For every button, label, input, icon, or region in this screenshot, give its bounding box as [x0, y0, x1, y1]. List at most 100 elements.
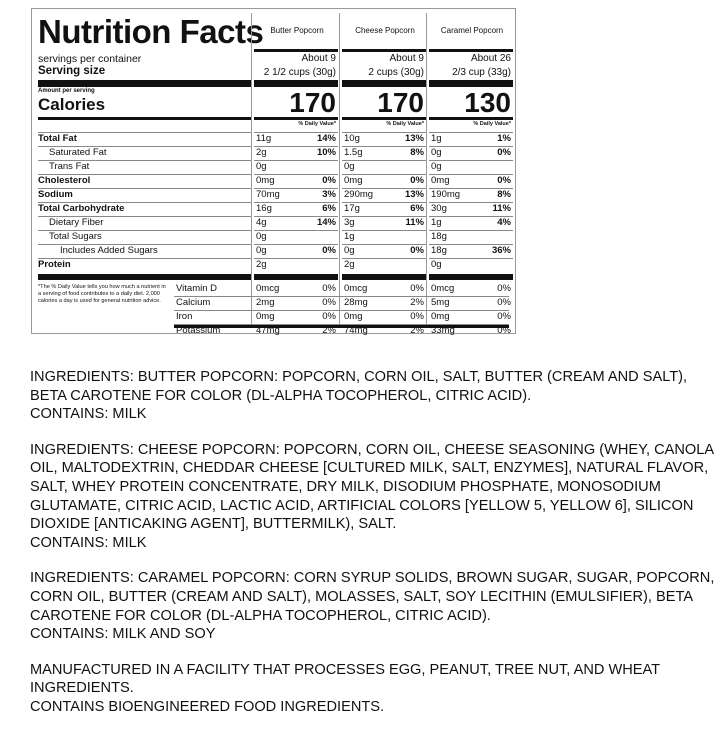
- nutrient-dv: 10%: [316, 147, 336, 158]
- nutrient-dv: 36%: [491, 245, 511, 256]
- nutrient-dv: 1%: [497, 133, 511, 144]
- ingredients-paragraph: INGREDIENTS: CHEESE POPCORN: POPCORN, CO…: [30, 441, 720, 553]
- ingredients-line: CONTAINS: MILK: [30, 406, 147, 423]
- vitamin-name: Calcium: [176, 297, 211, 308]
- nutrient-name: Protein: [38, 259, 71, 270]
- vitamin-dv: 2%: [322, 325, 336, 336]
- vitamin-amount: 0mg: [431, 311, 450, 322]
- nutrient-dv: 14%: [316, 217, 336, 228]
- nutrient-name: Includes Added Sugars: [60, 245, 158, 256]
- vitamin-dv: 0%: [322, 297, 336, 308]
- calories-label: Calories: [38, 95, 106, 114]
- nutrient-amount: 0g: [344, 245, 355, 256]
- ingredients-line: CONTAINS BIOENGINEERED FOOD INGREDIENTS.: [30, 698, 385, 715]
- nutrient-dv: 13%: [404, 133, 424, 144]
- daily-value-header: % Daily Value*: [298, 121, 336, 127]
- vitamin-amount: 74mg: [344, 325, 368, 336]
- nutrient-amount: 2g: [256, 259, 267, 270]
- calories-value: 170: [289, 87, 336, 118]
- vitamin-amount: 28mg: [344, 297, 368, 308]
- nutrient-amount: 0g: [256, 161, 267, 172]
- nutrient-amount: 18g: [431, 231, 447, 242]
- ingredients-line: MANUFACTURED IN A FACILITY THAT PROCESSE…: [30, 661, 660, 697]
- nutrient-dv: 8%: [410, 147, 424, 158]
- nutrient-amount: 1g: [431, 217, 442, 228]
- nutrient-amount: 1g: [344, 231, 355, 242]
- nutrient-dv: 6%: [322, 203, 336, 214]
- nutrient-dv: 11%: [405, 217, 425, 228]
- daily-value-header: % Daily Value*: [473, 121, 511, 127]
- nutrient-amount: 3g: [344, 217, 355, 228]
- nutrient-amount: 0g: [256, 231, 267, 242]
- nutrient-amount: 0mg: [256, 175, 275, 186]
- nutrient-amount: 0g: [431, 147, 442, 158]
- nutrient-amount: 0mg: [344, 175, 363, 186]
- servings-value: About 26: [470, 53, 511, 64]
- nutrient-dv: 3%: [322, 189, 336, 200]
- ingredients-line: INGREDIENTS: CARAMEL POPCORN: CORN SYRUP…: [30, 570, 715, 624]
- nutrient-dv: 0%: [322, 175, 336, 186]
- nutrition-facts-label: Nutrition Facts servings per container S…: [31, 8, 516, 336]
- nutrient-amount: 10g: [344, 133, 360, 144]
- vitamin-name: Iron: [176, 311, 193, 322]
- vitamin-amount: 0mg: [344, 311, 363, 322]
- servings-value: About 9: [389, 53, 424, 64]
- nutrient-name: Dietary Fiber: [49, 217, 104, 228]
- serving-size-value: 2 cups (30g): [368, 67, 424, 78]
- vitamin-name: Potassium: [176, 325, 221, 336]
- vitamin-amount: 47mg: [256, 325, 280, 336]
- nutrient-dv: 0%: [410, 245, 424, 256]
- nutrient-amount: 16g: [256, 203, 272, 214]
- nutrient-amount: 70mg: [256, 189, 280, 200]
- nutrient-dv: 14%: [316, 133, 336, 144]
- nutrient-name: Trans Fat: [49, 161, 90, 172]
- nutrient-amount: 290mg: [344, 189, 374, 200]
- nutrient-amount: 18g: [431, 245, 447, 256]
- nutrient-name: Total Sugars: [49, 231, 102, 242]
- nutrient-dv: 11%: [492, 203, 512, 214]
- vitamin-dv: 0%: [497, 283, 511, 294]
- ingredients-line: INGREDIENTS: CHEESE POPCORN: POPCORN, CO…: [30, 441, 714, 533]
- nutrient-dv: 0%: [497, 147, 511, 158]
- nutrient-amount: 30g: [431, 203, 447, 214]
- daily-value-header: % Daily Value*: [386, 121, 424, 127]
- vitamin-amount: 0mcg: [344, 283, 368, 294]
- nutrient-amount: 0g: [431, 259, 442, 270]
- serving-size-value: 2 1/2 cups (30g): [263, 67, 336, 78]
- ingredients-line: INGREDIENTS: BUTTER POPCORN: POPCORN, CO…: [30, 369, 688, 404]
- label-title: Nutrition Facts: [38, 13, 264, 50]
- nutrient-dv: 6%: [410, 203, 424, 214]
- ingredients-line: CONTAINS: MILK: [30, 534, 147, 551]
- vitamin-dv: 0%: [410, 283, 424, 294]
- vitamin-dv: 0%: [497, 311, 511, 322]
- daily-value-footnote: *The % Daily Value tells you how much a …: [38, 284, 166, 304]
- servings-value: About 9: [301, 53, 336, 64]
- nutrient-name: Total Fat: [38, 133, 77, 144]
- servings-label: servings per container: [38, 53, 142, 65]
- nutrient-dv: 0%: [497, 175, 511, 186]
- vitamin-dv: 2%: [410, 325, 424, 336]
- nutrient-amount: 11g: [256, 133, 272, 144]
- nutrient-amount: 1g: [431, 133, 442, 144]
- nutrient-amount: 0g: [431, 161, 442, 172]
- nutrient-dv: 4%: [497, 217, 511, 228]
- nutrient-amount: 4g: [256, 217, 267, 228]
- ingredients-text: INGREDIENTS: BUTTER POPCORN: POPCORN, CO…: [30, 368, 720, 734]
- ingredients-paragraph: MANUFACTURED IN A FACILITY THAT PROCESSE…: [30, 661, 720, 717]
- vitamin-dv: 0%: [497, 325, 511, 336]
- nutrient-dv: 8%: [497, 189, 511, 200]
- nutrient-name: Saturated Fat: [49, 147, 107, 158]
- vitamin-dv: 0%: [497, 297, 511, 308]
- vitamin-amount: 0mcg: [256, 283, 280, 294]
- ingredients-line: CONTAINS: MILK AND SOY: [30, 626, 216, 643]
- calories-value: 130: [464, 87, 511, 118]
- nutrient-dv: 0%: [322, 245, 336, 256]
- vitamin-dv: 2%: [410, 297, 424, 308]
- product-name: Caramel Popcorn: [440, 26, 504, 35]
- product-name: Cheese Popcorn: [355, 26, 415, 35]
- nutrient-name: Total Carbohydrate: [38, 203, 125, 214]
- vitamin-amount: 0mcg: [431, 283, 455, 294]
- calories-value: 170: [377, 87, 424, 118]
- nutrient-amount: 2g: [344, 259, 355, 270]
- ingredients-paragraph: INGREDIENTS: CARAMEL POPCORN: CORN SYRUP…: [30, 569, 720, 643]
